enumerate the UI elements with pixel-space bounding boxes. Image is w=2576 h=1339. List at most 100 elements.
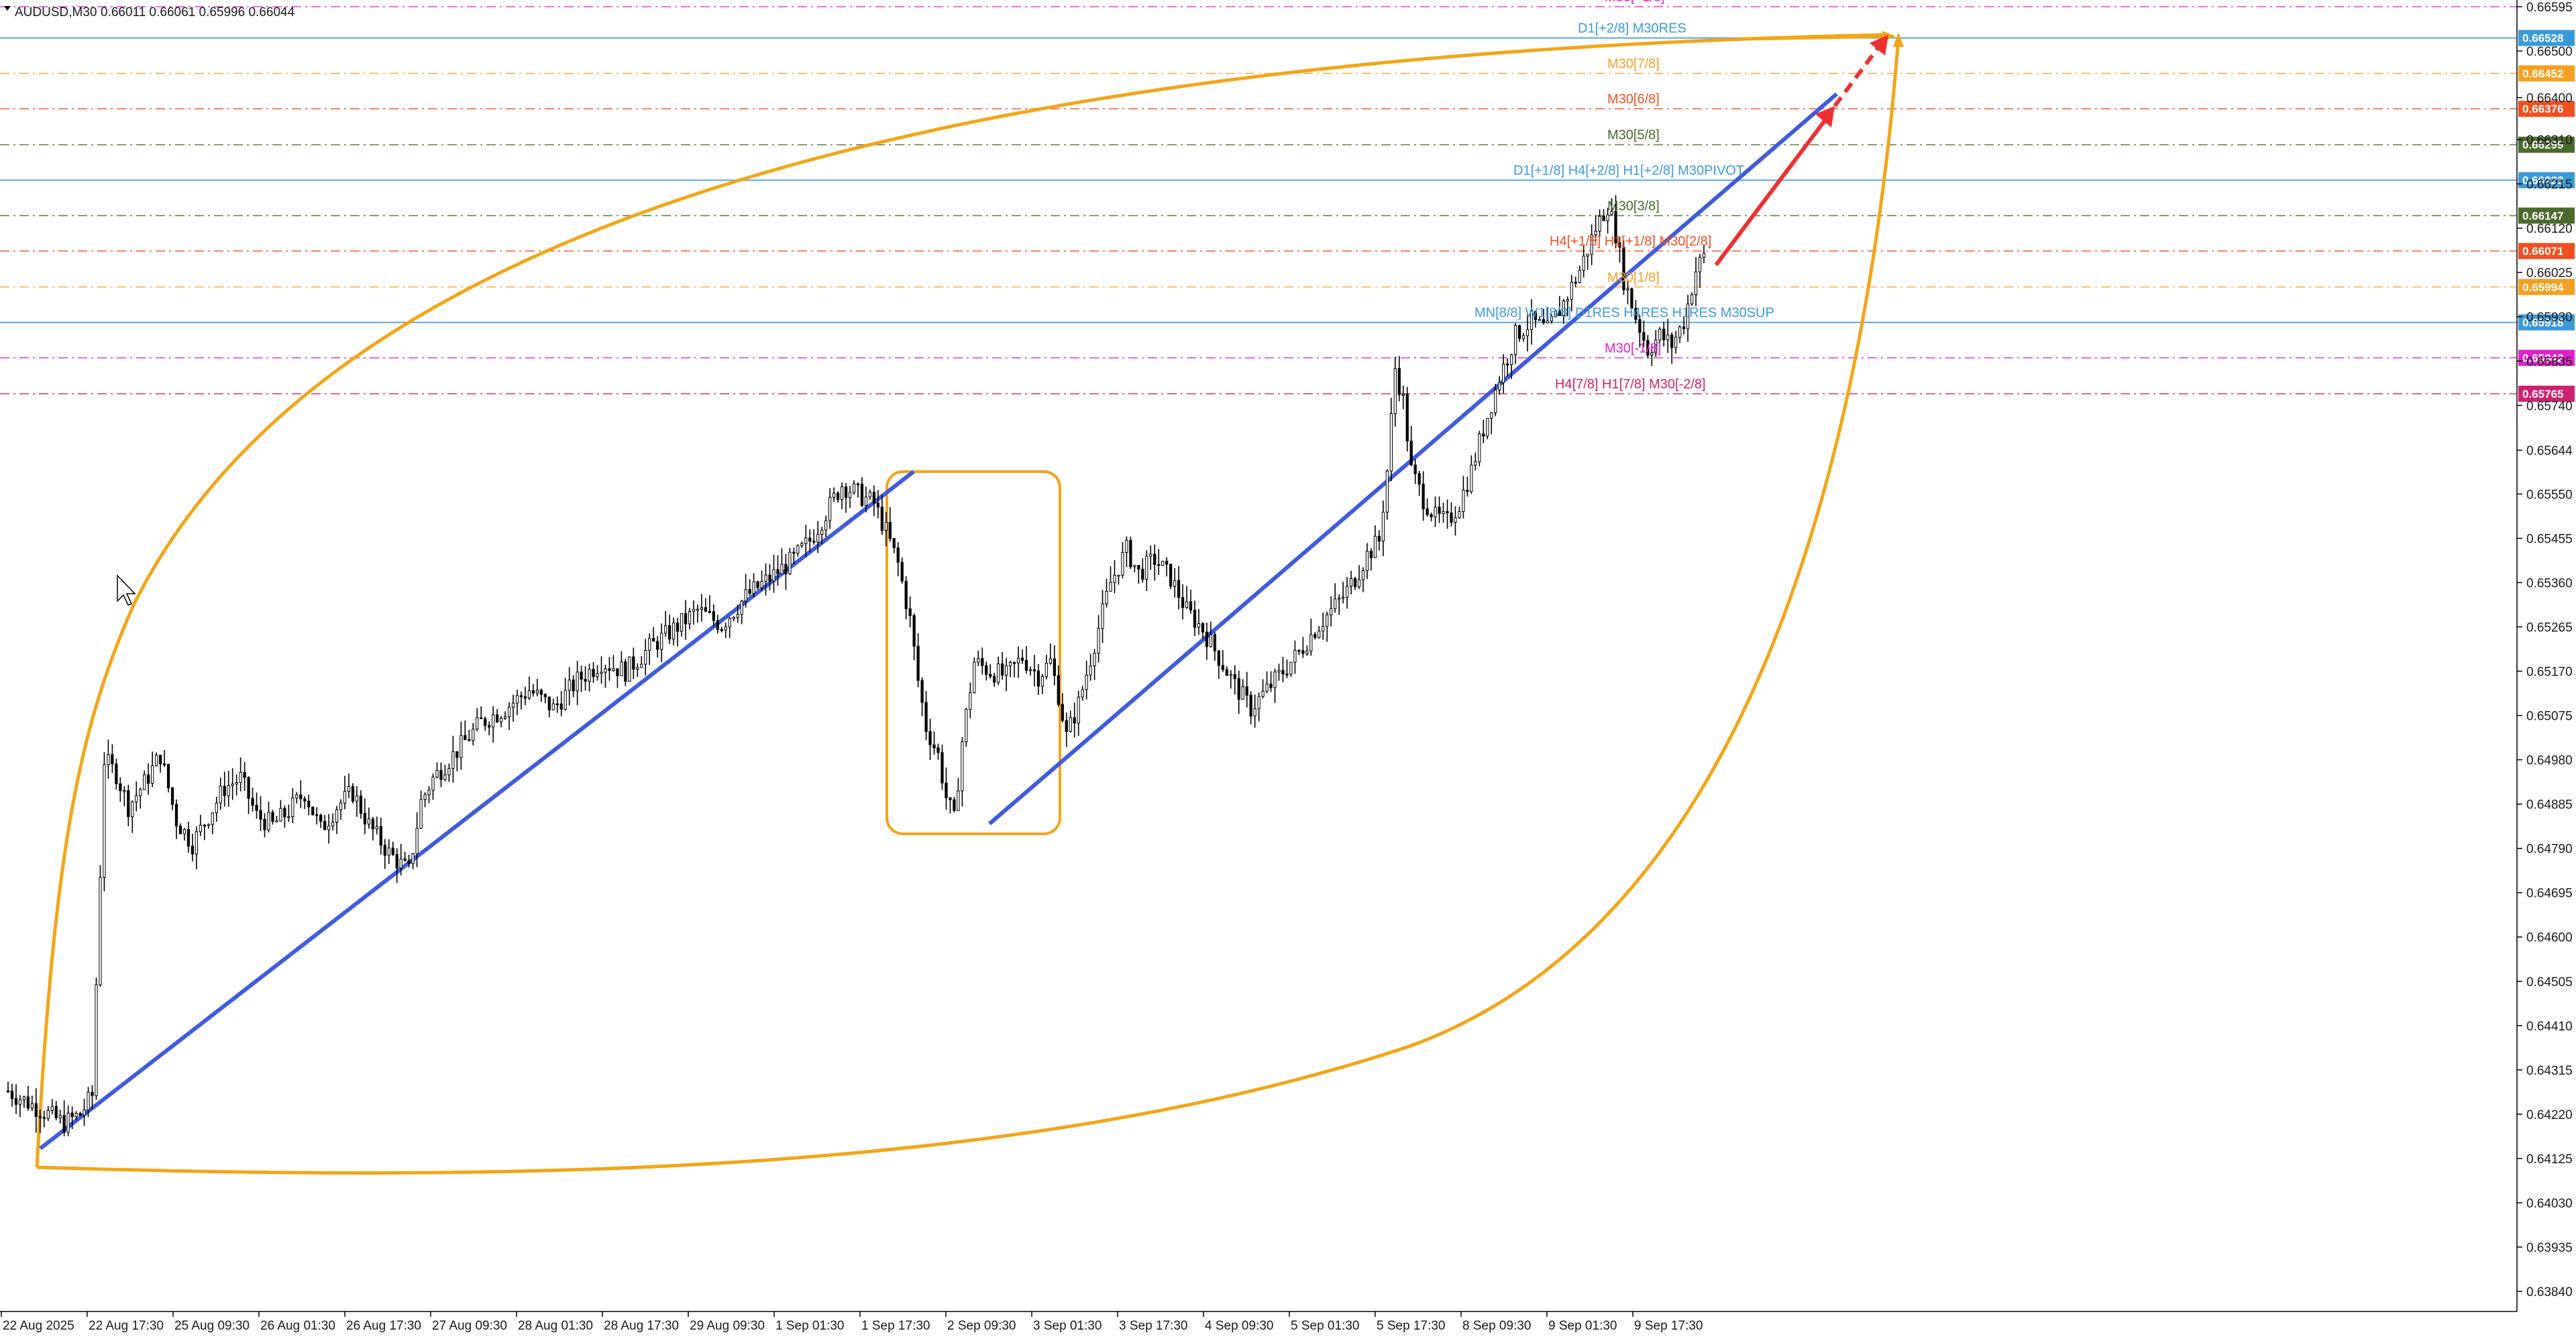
candle-body [1554,310,1558,317]
candle-body [1318,631,1321,638]
candle-body [1309,634,1313,651]
candle-body [1618,242,1621,248]
candle-body [1682,326,1686,329]
candle-body [981,658,984,666]
forecast-dashed-arrow[interactable] [1833,44,1882,107]
symbol-label: AUDUSD,M30 [15,5,97,19]
candle-body [95,984,98,1096]
candle-body [1397,368,1401,395]
candle-body [259,810,262,820]
price-tag [2518,30,2575,46]
consolidation-box[interactable] [885,470,1061,835]
level-label: H4[7/8] H1[7/8] M30[-2/8] [1555,377,1706,392]
candle-body [347,786,351,792]
candle-body [1044,663,1049,677]
candle-body [203,824,206,827]
candle-body [343,791,347,804]
candle-body [872,492,876,504]
time-tick-label: 9 Sep 01:30 [1548,1319,1617,1333]
candle-body [1426,508,1429,515]
candle-body [359,795,363,814]
candle-body [115,763,118,784]
candle-body [1694,271,1698,295]
candle-body [856,483,860,486]
time-tick-label: 22 Aug 2025 [3,1319,74,1333]
candle-body [812,541,816,543]
candle-body [824,520,828,531]
candle-body [808,537,812,542]
candle-body [1654,339,1658,354]
candle-body [624,661,627,682]
price-tag [2518,385,2575,402]
candle-body [319,814,323,822]
price-tick-label: 0.64600 [2526,931,2573,945]
projection-arc-upper[interactable] [35,33,1884,1168]
price-tag-label: 0.66452 [2522,67,2563,80]
candle-body [311,806,315,815]
price-tick-label: 0.65550 [2526,488,2573,502]
candle-body [519,695,523,698]
candle-body [896,547,900,563]
candle-body [123,790,126,792]
candle-body [736,614,739,618]
candle-body [752,581,755,594]
candle-body [1521,335,1525,339]
candle-body [1413,464,1417,474]
chevron-down-icon[interactable] [4,6,11,11]
candle-body [1008,662,1012,666]
candle-body [1293,649,1297,663]
projection-top-line[interactable] [1743,34,1887,41]
candle-body [1365,551,1369,572]
candle-body [251,798,254,806]
candle-body [997,663,1000,683]
price-tag-label: 0.66528 [2522,32,2563,45]
candle-body [1121,552,1124,576]
candle-body [1434,506,1437,518]
candle-body [1529,311,1534,330]
price-tick-label: 0.66400 [2526,92,2573,106]
candle-body [1173,580,1177,587]
projection-arrowhead [1893,32,1904,47]
candle-body [1598,215,1601,232]
candle-body [162,763,166,765]
price-tick-label: 0.64030 [2526,1197,2573,1211]
candle-body [431,776,435,791]
candle-body [724,626,727,631]
trend-line-1[interactable] [39,470,915,1150]
candle-body [1229,674,1232,676]
candle-body [1101,603,1104,629]
candle-body [1666,334,1670,341]
candle-body [860,484,864,506]
candle-body [740,600,743,615]
candle-body [1281,670,1285,675]
candle-body [543,694,547,698]
candle-body [1305,650,1309,654]
candle-body [195,831,199,855]
candle-body [147,774,150,784]
candle-body [1016,657,1020,663]
candle-body [644,650,647,665]
candle-body [511,702,515,708]
candle-body [1289,661,1293,675]
candle-body [1502,364,1505,384]
candle-body [1550,316,1554,321]
candle-body [1558,310,1561,316]
candle-body [924,702,928,732]
candle-body [941,752,944,784]
forecast-arrow[interactable] [1714,119,1827,266]
candle-body [1498,382,1501,390]
trend-line-2[interactable] [988,92,1838,826]
candle-body [1430,514,1433,518]
candle-body [876,502,880,508]
candle-body [1326,614,1329,627]
candle-body [1157,564,1161,566]
candle-body [1690,294,1694,305]
candle-body [1582,256,1585,271]
candle-body [616,668,619,676]
candle-body [135,795,138,802]
candle-body [299,794,303,800]
projection-arc-lower[interactable] [36,36,1900,1175]
candle-body [584,678,587,682]
